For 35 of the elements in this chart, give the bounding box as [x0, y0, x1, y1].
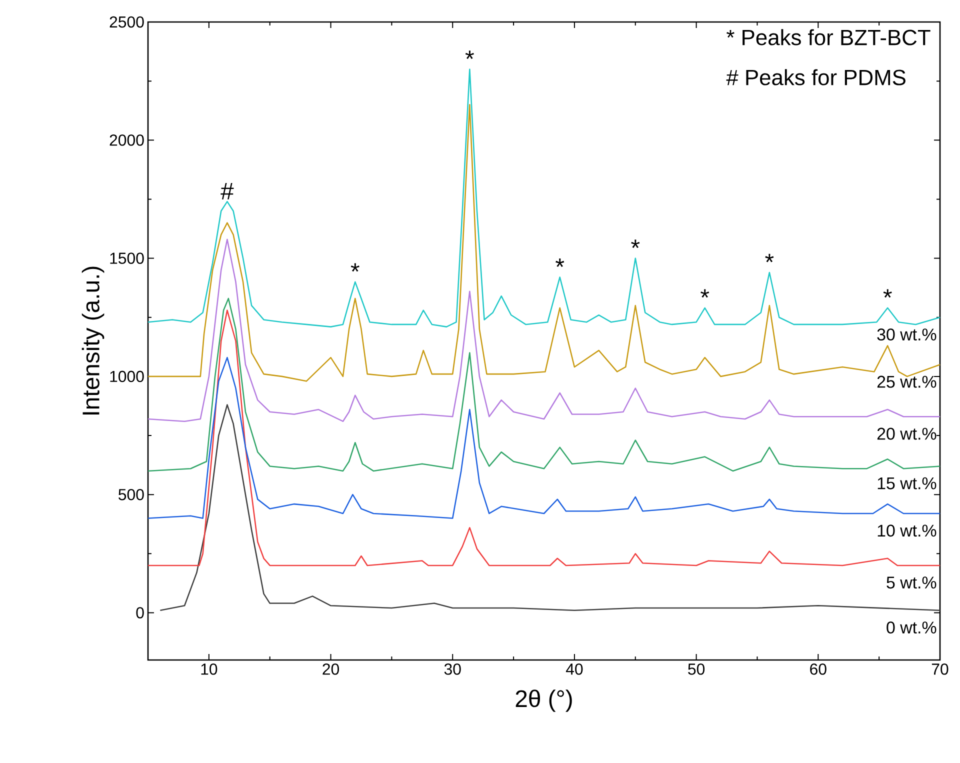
y-tick-label: 500 [118, 488, 144, 500]
annotation: * Peaks for BZT-BCT [726, 29, 930, 46]
line-series [147, 356, 941, 519]
series-label: 25 wt.% [877, 376, 936, 388]
y-tick-label: 2000 [110, 134, 144, 146]
series-label: 5 wt.% [886, 576, 936, 589]
series-label: 20 wt.% [877, 428, 936, 440]
series-label: 15 wt.% [878, 477, 936, 490]
annotation: # Peaks for PDMS [726, 69, 906, 86]
x-tick-label: 70 [932, 664, 948, 675]
x-tick-label: 50 [688, 664, 705, 675]
x-tick-label: 60 [810, 664, 826, 675]
series-label: 0 wt.% [886, 622, 936, 634]
line-series [147, 68, 941, 328]
annotation: * [765, 254, 774, 262]
y-tick-label: 2500 [110, 16, 144, 28]
annotation: * [700, 289, 710, 298]
x-tick-label: 10 [201, 664, 218, 675]
y-tick-label: 1500 [110, 252, 144, 264]
series-label: 10 wt.% [878, 524, 936, 537]
annotation: * [631, 240, 640, 248]
x-tick-label: 30 [444, 664, 461, 675]
series-label: 30 wt.% [877, 328, 936, 341]
y-axis-title: Intensity (a.u.) [82, 266, 104, 415]
x-tick-label: 20 [322, 664, 340, 675]
line-series [147, 298, 941, 472]
annotation: * [556, 258, 564, 267]
y-tick-label: 1000 [110, 370, 144, 382]
annotation: * [883, 289, 892, 298]
annotation: * [350, 263, 360, 272]
y-tick-label: 0 [136, 607, 144, 618]
annotation: * [465, 50, 474, 60]
annotation: # [220, 183, 234, 200]
x-tick-label: 40 [566, 664, 583, 675]
x-axis-title: 2θ (°) [516, 690, 572, 712]
